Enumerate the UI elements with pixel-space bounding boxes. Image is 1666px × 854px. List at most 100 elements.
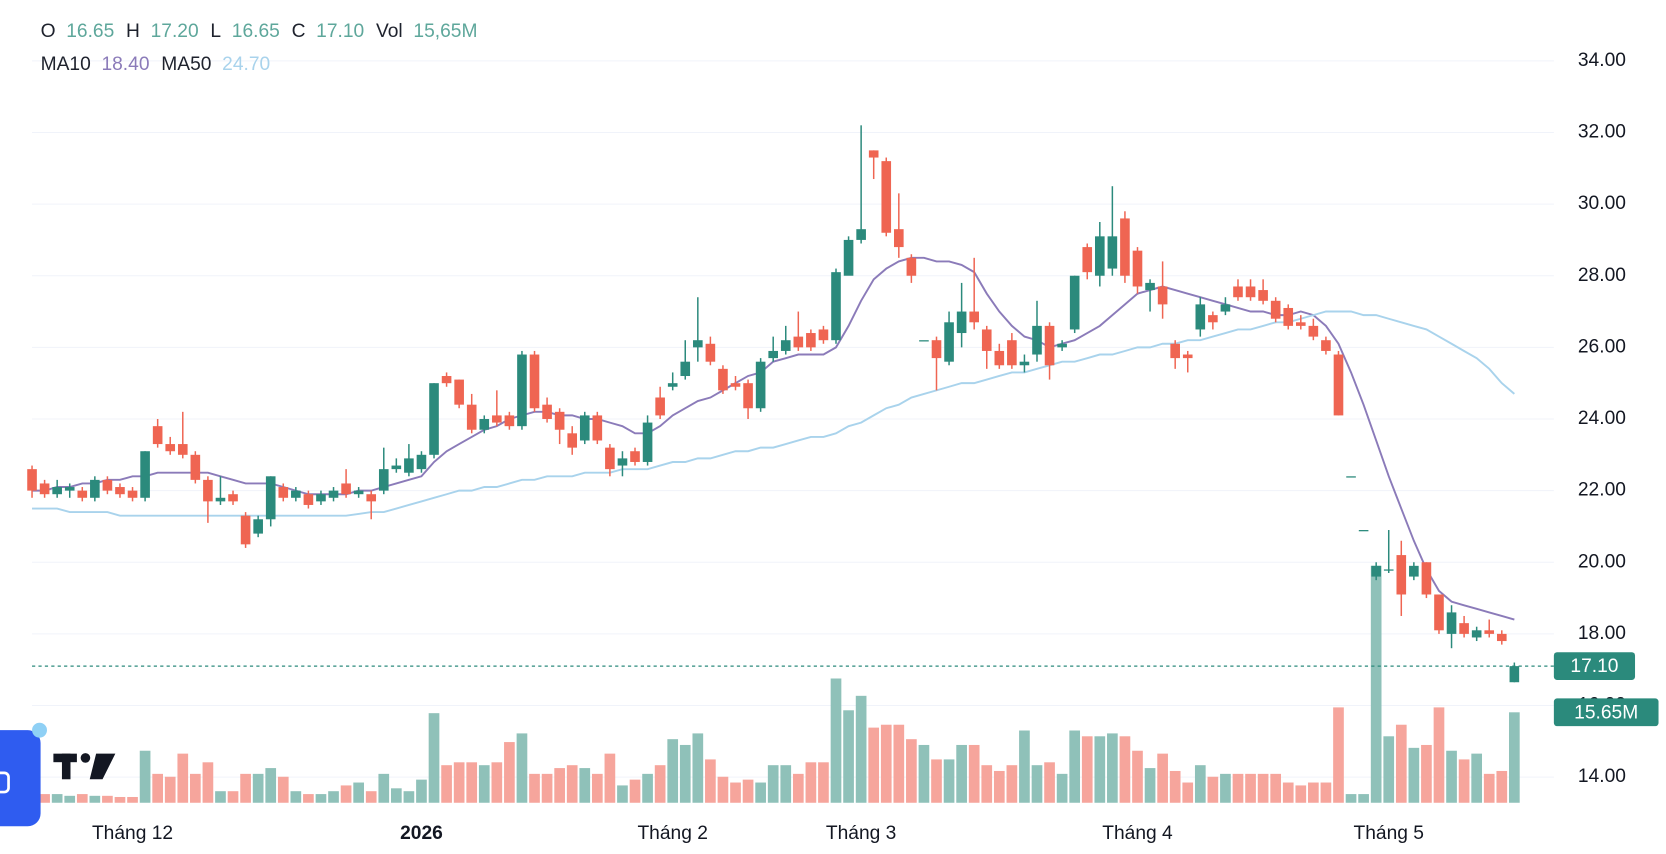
legend-key: C [292,21,306,42]
volume-bar [390,788,402,803]
candle-body [592,415,603,441]
x-tick-label: 2026 [400,823,443,844]
candle-body [831,272,841,341]
volume-bar [1370,565,1382,803]
volume-bar [315,794,327,803]
candle-body [479,418,490,430]
volume-bar [906,739,917,803]
volume-bar [265,768,277,803]
volume-bar [478,765,490,803]
candle-body [1032,325,1042,355]
candle-body [680,361,691,377]
candle-body [1132,250,1143,287]
candle-body [39,483,50,495]
candle-body [165,444,176,452]
candle-body [265,476,276,520]
candle-body [1057,343,1067,348]
y-tick-label: 24.00 [1578,408,1626,429]
volume-bar [1220,773,1231,803]
candle-body [441,376,452,384]
candle-body [1208,315,1218,323]
volume-bar [679,744,691,803]
candle-body [1120,218,1130,276]
volume-bar [365,791,377,803]
candle-body [1434,594,1444,631]
logo-part [89,753,116,780]
legend-key: Vol [376,21,403,42]
legend-value: 16.65 [232,21,280,42]
volume-bar [604,753,616,803]
candle-body [278,487,289,498]
candle-body [1270,300,1281,319]
volume-bar [504,742,515,803]
volume-bar [993,770,1005,803]
volume-bar [1257,773,1269,803]
candle-body [768,350,779,359]
candle-body [1145,282,1155,291]
y-tick-label: 14.00 [1578,766,1626,787]
x-tick-label: Tháng 4 [1102,823,1173,844]
volume-bar [39,794,50,803]
ma-line [32,310,1515,517]
y-tick-label: 26.00 [1578,336,1626,357]
last-price-tag [1553,652,1636,680]
candle-body [806,333,816,348]
candle-body [655,397,665,416]
volume-bar [51,794,63,803]
candle-body [177,444,188,455]
volume-bar [1333,707,1344,803]
candle-body [529,354,540,409]
floating-widget[interactable] [0,722,47,827]
candle-body [1371,565,1381,577]
volume-bar [89,795,101,803]
volume-bar [1019,730,1030,803]
volume-bar [717,776,729,803]
y-tick-label: 32.00 [1578,122,1626,143]
candle-body [1233,286,1243,298]
volume-bar [591,773,603,803]
candle-body [316,494,326,502]
volume-bar [1383,736,1395,803]
candle-body [27,469,37,491]
candle-body [818,329,829,341]
candle-body [1459,623,1469,634]
candle-body [919,340,929,342]
volume-bar [1207,776,1219,803]
volume-bar [328,791,339,803]
volume-bar [654,765,666,803]
volume-bar [529,773,540,803]
last-volume-tag [1553,698,1659,727]
candle-body [994,350,1005,366]
candle-body [1346,476,1356,478]
candle-body [693,340,703,348]
candle-body [579,415,590,441]
candle-body [378,469,389,491]
volume-bar [1496,770,1508,803]
volume-bar [1395,724,1407,803]
candle-body [341,483,351,495]
volume-bar [1194,765,1206,803]
volume-bar [190,773,201,803]
volume-bar [1433,707,1445,803]
volume-bar [792,773,804,803]
candle-body [931,340,942,359]
candle-body [391,465,402,470]
candle-body [215,497,226,502]
candle-body [793,336,804,348]
candle-body [353,490,364,495]
candle-body [1358,530,1369,532]
candle-body [291,490,301,498]
y-tick-label: 18.00 [1578,623,1626,644]
volume-bar [855,695,867,803]
candle-body [416,454,427,470]
widget-button[interactable] [0,730,41,827]
candle-body [504,415,515,427]
candle-body [1509,666,1520,683]
candle-body [617,458,628,466]
candle-body [228,494,238,502]
axes: 14.0016.0018.0020.0022.0024.0026.0028.00… [32,50,1659,844]
volume-bar [667,739,679,803]
candle-body [956,311,967,334]
candle-body [190,454,201,480]
